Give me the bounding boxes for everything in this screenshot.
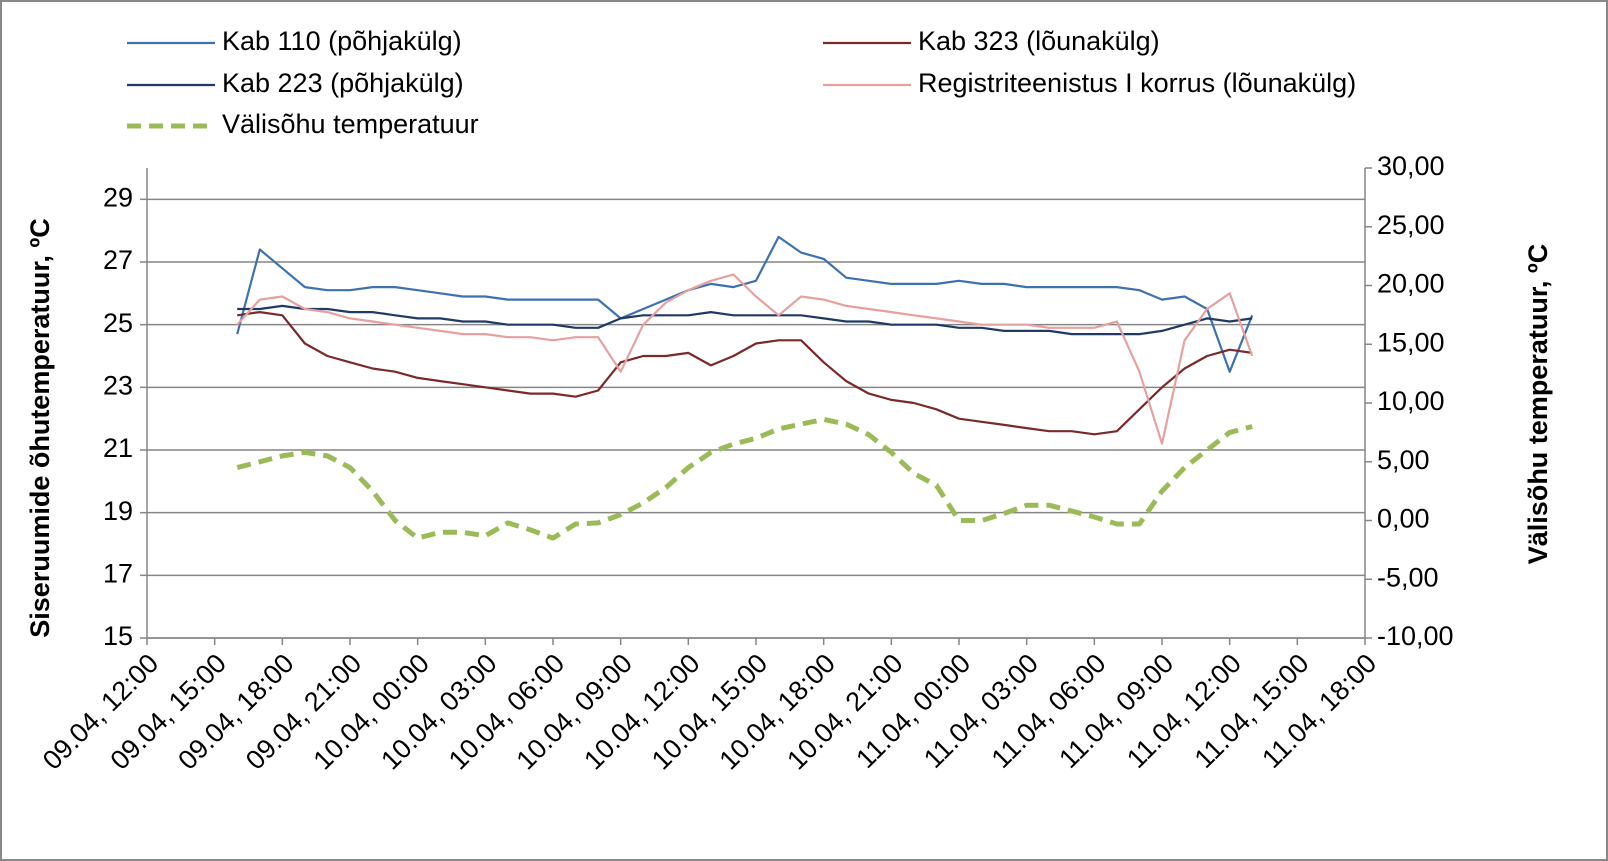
y-tick-label: 23 (103, 370, 133, 400)
y-tick-label: 27 (103, 245, 133, 275)
y2-tick-label: 30,00 (1377, 151, 1445, 181)
y2-tick-label: -10,00 (1377, 621, 1454, 651)
series-line (236, 273, 1254, 445)
y2-axis-title: Välisõhu temperatuur, ºC (1523, 244, 1553, 564)
y-tick-label: 19 (103, 496, 133, 526)
legend-label: Kab 110 (põhjakülg) (222, 26, 462, 56)
y2-tick-label: 20,00 (1377, 269, 1445, 299)
y2-tick-label: 0,00 (1377, 504, 1430, 534)
y-tick-label: 17 (103, 558, 133, 588)
y-tick-label: 25 (103, 308, 133, 338)
y2-tick-label: 15,00 (1377, 327, 1445, 357)
series-line (236, 416, 1253, 541)
y-tick-label: 29 (103, 182, 133, 212)
y-axis-title: Siseruumide õhutemperatuur, ºC (25, 218, 55, 637)
y-tick-label: 21 (103, 433, 133, 463)
y2-tick-label: 25,00 (1377, 210, 1445, 240)
legend-label: Kab 323 (lõunakülg) (918, 26, 1160, 56)
y-tick-label: 15 (103, 621, 133, 651)
legend-label: Kab 223 (põhjakülg) (222, 68, 464, 98)
series-line (237, 304, 1253, 336)
series-line (236, 235, 1254, 373)
y2-tick-label: 10,00 (1377, 386, 1445, 416)
series-line (237, 311, 1253, 436)
y2-tick-label: -5,00 (1377, 562, 1439, 592)
legend-label: Registriteenistus I korrus (lõunakülg) (918, 68, 1356, 98)
legend-label: Välisõhu temperatuur (222, 109, 479, 139)
y2-tick-label: 5,00 (1377, 445, 1430, 475)
